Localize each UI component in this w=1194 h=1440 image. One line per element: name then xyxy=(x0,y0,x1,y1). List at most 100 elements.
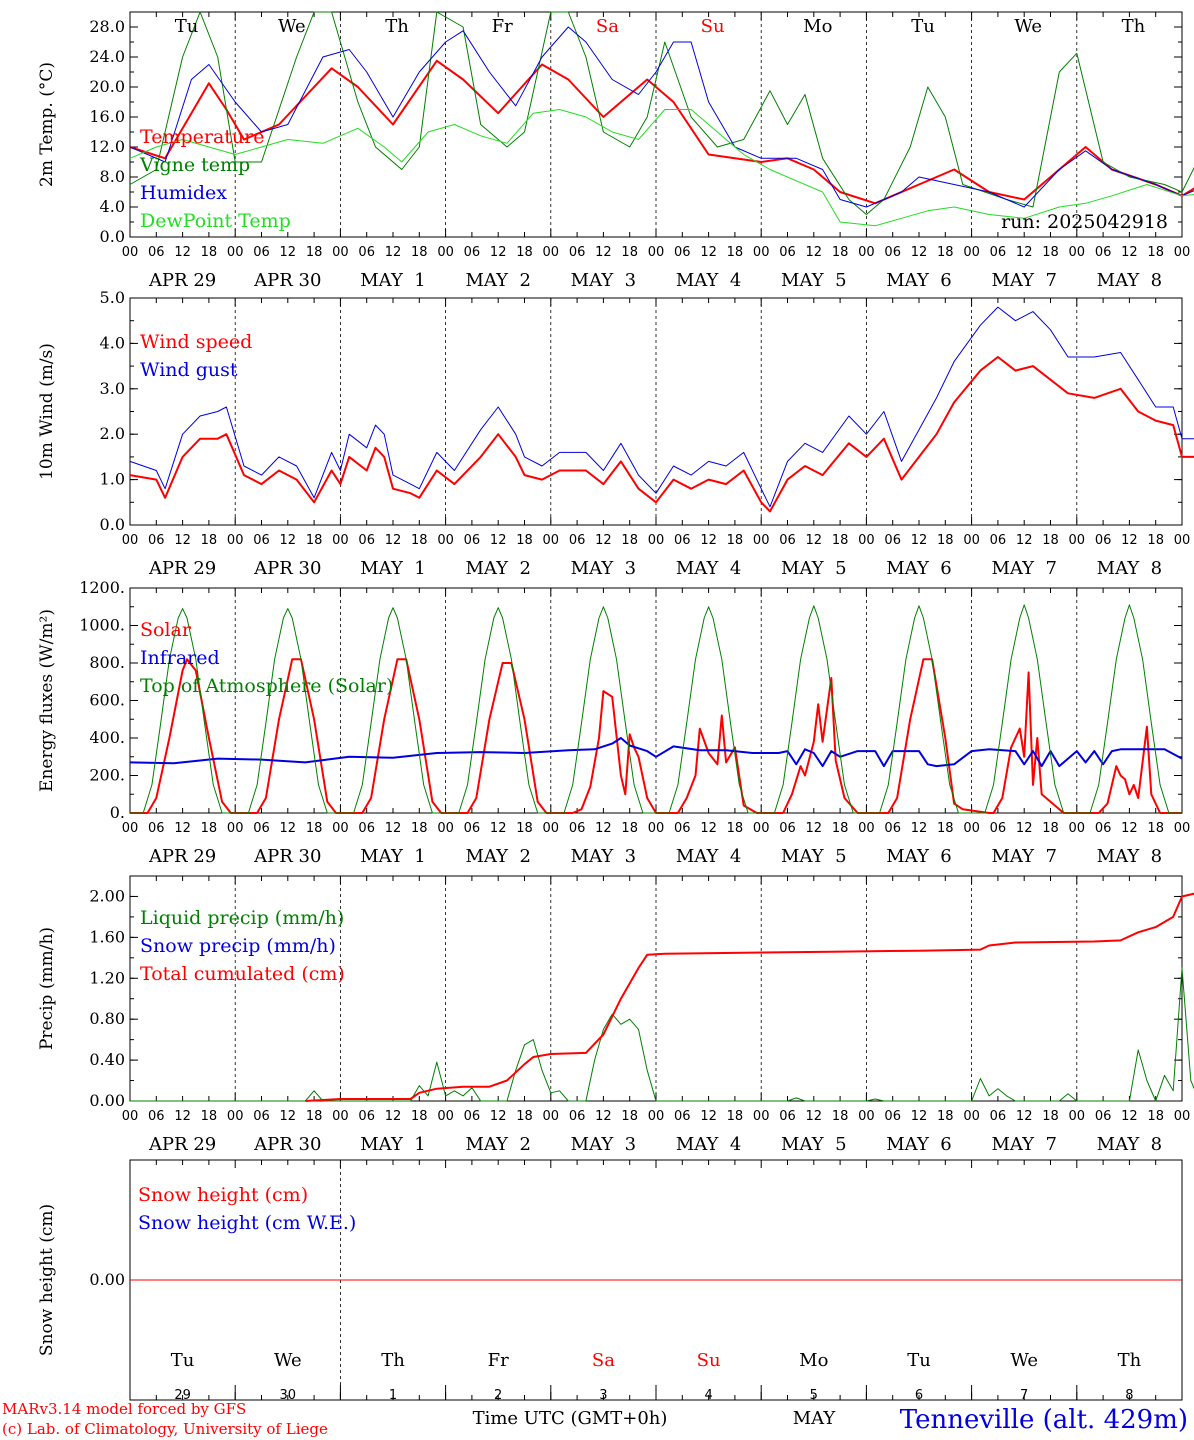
hour-tick-label: 12 xyxy=(174,245,191,260)
hour-tick-label: 12 xyxy=(280,245,297,260)
hour-tick-label: 12 xyxy=(1121,821,1138,836)
hour-tick-label: 18 xyxy=(1042,1109,1059,1124)
date-label: MAY 6 xyxy=(886,558,951,579)
y-tick-label: 400. xyxy=(89,728,125,747)
hour-tick-label: 12 xyxy=(490,821,507,836)
y-tick-label: 0.0 xyxy=(100,515,125,534)
panel-frame xyxy=(129,587,1183,814)
y-axis-label: 10m Wind (m/s) xyxy=(37,343,57,480)
hour-tick-label: 00 xyxy=(1069,245,1086,260)
hour-tick-label: 12 xyxy=(806,245,823,260)
month-label: MAY xyxy=(793,1408,837,1429)
y-tick-label: 0.00 xyxy=(89,1270,125,1289)
hour-tick-label: 12 xyxy=(806,1109,823,1124)
hour-tick-label: 06 xyxy=(358,1109,375,1124)
hour-tick-label: 06 xyxy=(358,245,375,260)
hour-tick-label: 18 xyxy=(306,245,323,260)
hour-tick-label: 00 xyxy=(963,1109,980,1124)
day-number-label: 4 xyxy=(704,1388,712,1403)
hour-tick-label: 12 xyxy=(385,821,402,836)
bottom-weekday-label: Tu xyxy=(907,1350,931,1371)
date-label: MAY 7 xyxy=(991,1134,1056,1155)
hour-tick-label: 06 xyxy=(253,821,270,836)
y-axis-label: Snow height (cm) xyxy=(37,1204,57,1356)
day-number-label: 2 xyxy=(494,1388,502,1403)
date-label: MAY 7 xyxy=(991,270,1056,291)
y-tick-label: 0.80 xyxy=(89,1009,125,1028)
hour-tick-label: 06 xyxy=(253,533,270,548)
date-label: APR 29 xyxy=(148,558,216,579)
hour-tick-label: 06 xyxy=(148,533,165,548)
series-line-vigne-temp xyxy=(129,11,1194,215)
date-label: MAY 1 xyxy=(360,270,425,291)
bottom-weekday-label: Su xyxy=(697,1350,721,1371)
hour-tick-label: 00 xyxy=(437,821,454,836)
series-line-solar xyxy=(130,658,1182,814)
hour-tick-label: 00 xyxy=(1174,533,1191,548)
hour-tick-label: 18 xyxy=(621,245,638,260)
hour-tick-label: 12 xyxy=(385,1109,402,1124)
hour-tick-label: 00 xyxy=(858,245,875,260)
hour-tick-label: 06 xyxy=(990,533,1007,548)
legend-entry: Snow height (cm) xyxy=(138,1184,308,1206)
date-label: MAY 8 xyxy=(1097,558,1162,579)
hour-tick-label: 06 xyxy=(990,245,1007,260)
y-tick-label: 600. xyxy=(89,691,125,710)
date-label: MAY 5 xyxy=(781,270,846,291)
y-tick-label: 28.0 xyxy=(89,17,125,36)
date-label: MAY 7 xyxy=(991,846,1056,867)
hour-tick-label: 12 xyxy=(174,533,191,548)
day-number-label: 30 xyxy=(280,1388,297,1403)
y-tick-label: 0. xyxy=(110,803,125,822)
hour-tick-label: 12 xyxy=(280,1109,297,1124)
hour-tick-label: 18 xyxy=(201,1109,218,1124)
hour-tick-label: 06 xyxy=(779,821,796,836)
date-label: MAY 4 xyxy=(676,846,741,867)
legend-entry: Snow height (cm W.E.) xyxy=(138,1212,356,1234)
y-tick-label: 200. xyxy=(89,766,125,785)
date-label: MAY 1 xyxy=(360,846,425,867)
y-tick-label: 3.0 xyxy=(100,379,125,398)
bottom-weekday-label: Mo xyxy=(799,1350,828,1371)
series-line-temperature xyxy=(129,59,1194,205)
hour-tick-label: 18 xyxy=(1147,1109,1164,1124)
y-axis-label: 2m Temp. (°C) xyxy=(37,62,57,187)
hour-tick-label: 18 xyxy=(516,1109,533,1124)
hour-tick-label: 18 xyxy=(306,533,323,548)
hour-tick-label: 12 xyxy=(911,533,928,548)
hour-tick-label: 06 xyxy=(779,533,796,548)
hour-tick-label: 12 xyxy=(1016,245,1033,260)
hour-tick-label: 06 xyxy=(884,1109,901,1124)
hour-tick-label: 12 xyxy=(700,245,717,260)
hour-tick-label: 00 xyxy=(1069,533,1086,548)
y-axis-label: Energy fluxes (W/m²) xyxy=(37,609,57,792)
hour-tick-label: 06 xyxy=(464,1109,481,1124)
y-tick-label: 2.0 xyxy=(100,424,125,443)
y-tick-label: 24.0 xyxy=(89,47,125,66)
hour-tick-label: 12 xyxy=(174,1109,191,1124)
hour-tick-label: 12 xyxy=(700,533,717,548)
hour-tick-label: 00 xyxy=(1174,821,1191,836)
day-number-label: 8 xyxy=(1125,1388,1133,1403)
date-label: MAY 4 xyxy=(676,1134,741,1155)
hour-tick-label: 06 xyxy=(464,533,481,548)
hour-tick-label: 00 xyxy=(227,533,244,548)
y-tick-label: 0.40 xyxy=(89,1050,125,1069)
hour-tick-label: 00 xyxy=(227,245,244,260)
hour-tick-label: 18 xyxy=(411,1109,428,1124)
hour-tick-label: 12 xyxy=(385,533,402,548)
legend-entry: Temperature xyxy=(140,126,264,148)
y-axis-label: Precip (mm/h) xyxy=(37,927,57,1050)
hour-tick-label: 12 xyxy=(490,1109,507,1124)
hour-tick-label: 00 xyxy=(753,245,770,260)
hour-tick-label: 12 xyxy=(385,245,402,260)
hour-tick-label: 06 xyxy=(674,821,691,836)
hour-tick-label: 00 xyxy=(963,821,980,836)
hour-tick-label: 00 xyxy=(332,533,349,548)
hour-tick-label: 18 xyxy=(832,1109,849,1124)
series-line-dewpoint-temp xyxy=(129,109,1194,227)
hour-tick-label: 00 xyxy=(332,245,349,260)
hour-tick-label: 00 xyxy=(1069,821,1086,836)
hour-tick-label: 18 xyxy=(937,821,954,836)
y-tick-label: 20.0 xyxy=(89,77,125,96)
